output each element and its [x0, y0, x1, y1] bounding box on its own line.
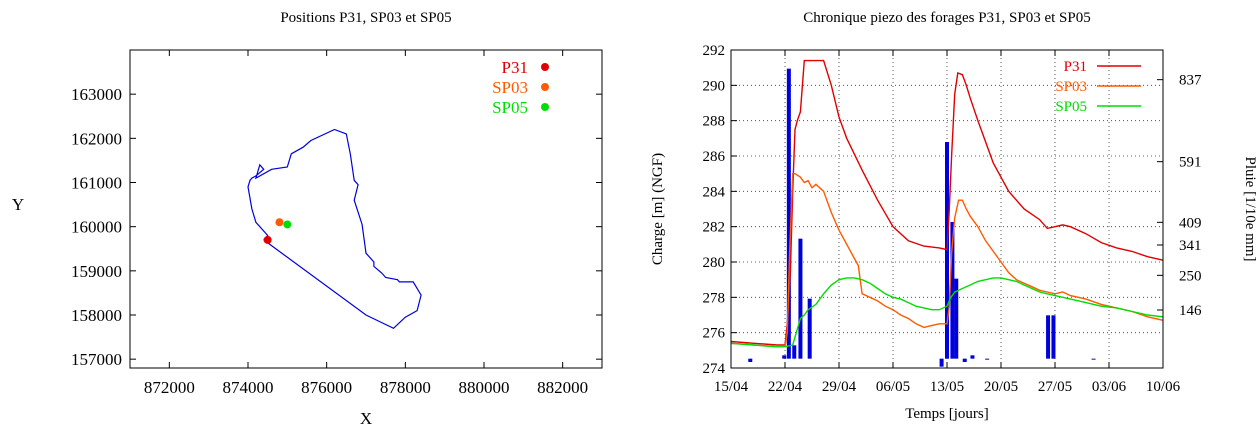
y2-tick-label: 250 — [1179, 268, 1202, 284]
legend-label-p31: P31 — [1064, 59, 1087, 75]
rain-bar — [782, 355, 787, 359]
rain-bar — [945, 142, 949, 359]
legend-label-sp03: SP03 — [1055, 79, 1087, 95]
legend-marker-p31 — [541, 63, 549, 71]
y2-tick-label: 409 — [1179, 215, 1202, 231]
rain-bar — [939, 358, 944, 367]
y-tick-label: 159000 — [71, 262, 122, 281]
chart-positions-title: Positions P31, SP03 et SP05 — [280, 10, 451, 26]
chart-piezo-lines — [730, 59, 1164, 348]
legend-label-sp05: SP05 — [1055, 99, 1087, 115]
line-sp03 — [730, 173, 1164, 348]
legend-label-p31: P31 — [502, 58, 528, 77]
x-tick-label: 29/04 — [822, 379, 857, 395]
x-tick-label: 10/06 — [1146, 379, 1181, 395]
y-tick-label: 284 — [703, 184, 726, 200]
chart-piezo: Chronique piezo des forages P31, SP03 et… — [650, 10, 1258, 422]
x-tick-label: 15/04 — [714, 379, 749, 395]
y-tick-label: 160000 — [71, 218, 122, 237]
x-tick-label: 22/04 — [768, 379, 803, 395]
y2-tick-label: 591 — [1179, 155, 1202, 171]
x-tick-label: 872000 — [144, 378, 195, 397]
rain-bars — [748, 68, 1096, 367]
legend-marker-sp05 — [541, 103, 549, 111]
rain-bar — [748, 358, 753, 362]
chart-piezo-legend: P31 SP03 SP05 — [1055, 59, 1141, 115]
y-tick-label: 161000 — [71, 174, 122, 193]
y-tick-label: 158000 — [71, 306, 122, 325]
y-tick-label: 278 — [703, 290, 726, 306]
y-tick-label: 282 — [703, 220, 726, 236]
rain-bar — [985, 358, 990, 360]
chart-piezo-x-ticks: 15/04 22/04 29/04 06/05 13/05 20/05 27/05 03/06… — [714, 50, 1181, 395]
x-tick-label: 880000 — [459, 378, 510, 397]
x-tick-label: 03/06 — [1092, 379, 1127, 395]
rain-bar — [970, 355, 975, 359]
chart-piezo-xlabel: Temps [jours] — [905, 406, 989, 422]
y-tick-label: 292 — [703, 43, 726, 59]
rain-bar — [807, 298, 812, 359]
y2-tick-label: 341 — [1179, 238, 1202, 254]
chart-positions-ylabel: Y — [12, 195, 24, 214]
rain-bar — [1046, 315, 1051, 359]
rain-bar — [798, 238, 803, 359]
x-tick-label: 27/05 — [1038, 379, 1072, 395]
y-tick-label: 276 — [703, 326, 726, 342]
chart-piezo-ylabel: Charge [m] (NGF) — [650, 153, 666, 265]
point-p31 — [263, 235, 272, 244]
x-tick-label: 13/05 — [930, 379, 964, 395]
y-tick-label: 286 — [703, 149, 726, 165]
x-tick-label: 20/05 — [984, 379, 1018, 395]
rain-bar — [950, 222, 955, 359]
line-p31 — [730, 59, 1164, 346]
y-tick-label: 280 — [703, 255, 726, 271]
y-tick-label: 274 — [703, 361, 726, 377]
rain-bar — [786, 68, 791, 359]
rain-bar — [1091, 358, 1096, 360]
chart-piezo-title: Chronique piezo des forages P31, SP03 et… — [803, 10, 1090, 26]
y-tick-label: 163000 — [71, 85, 122, 104]
site-boundary — [247, 128, 422, 330]
legend-label-sp05: SP05 — [492, 98, 528, 117]
rain-bar — [792, 345, 797, 359]
y-tick-label: 290 — [703, 78, 726, 94]
chart-piezo-y-ticks: 274 276 278 280 282 284 286 288 290 292 — [703, 43, 737, 377]
chart-piezo-y2-ticks: 146 250 341 409 591 837 — [1157, 73, 1202, 319]
rain-bar — [1051, 315, 1056, 359]
legend-marker-sp03 — [541, 83, 549, 91]
chart-positions-frame — [129, 49, 603, 369]
line-sp05 — [730, 277, 1164, 348]
chart-piezo-y2label: Pluie [1/10e mm] — [1242, 157, 1258, 262]
x-tick-label: 06/05 — [876, 379, 910, 395]
legend-label-sp03: SP03 — [492, 78, 528, 97]
rain-bar — [962, 358, 967, 362]
rain-bar — [954, 278, 959, 359]
y-tick-label: 162000 — [71, 129, 122, 148]
y2-tick-label: 837 — [1179, 73, 1202, 89]
x-tick-label: 882000 — [537, 378, 588, 397]
x-tick-label: 876000 — [301, 378, 352, 397]
chart-positions-xlabel: X — [360, 409, 372, 427]
y2-tick-label: 146 — [1179, 303, 1202, 319]
y-tick-label: 157000 — [71, 350, 122, 369]
point-sp03 — [275, 218, 284, 227]
chart-positions-x-ticks: 872000 874000 876000 878000 880000 882000 — [144, 50, 588, 397]
x-tick-label: 878000 — [380, 378, 431, 397]
well-points — [263, 218, 292, 244]
x-tick-label: 874000 — [223, 378, 274, 397]
point-sp05 — [283, 220, 292, 229]
y-tick-label: 288 — [703, 114, 726, 130]
chart-positions: Positions P31, SP03 et SP05 872000 874000… — [12, 10, 603, 427]
chart-positions-y-ticks: 157000 158000 159000 160000 161000 162000 1630… — [71, 85, 602, 369]
